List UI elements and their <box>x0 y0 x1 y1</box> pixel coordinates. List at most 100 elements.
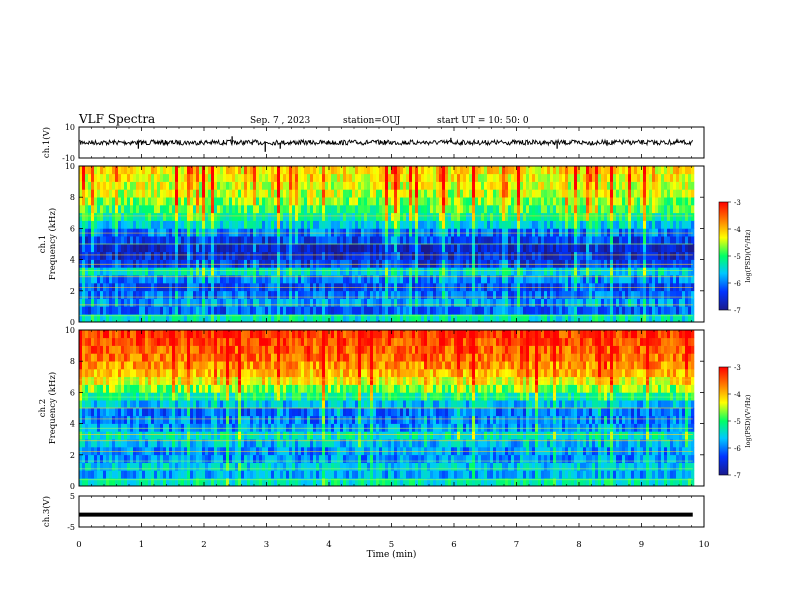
spectrogram-cell <box>673 244 677 253</box>
spectrogram-cell <box>388 189 392 198</box>
spectrogram-cell <box>289 181 293 190</box>
spectrogram-cell <box>562 290 566 299</box>
spectrogram-cell <box>160 197 164 206</box>
spectrogram-cell <box>499 181 503 190</box>
spectrogram-cell <box>364 228 368 237</box>
spectrogram-cell <box>568 251 572 260</box>
spectrogram-cell <box>526 220 530 229</box>
spectrogram-cell <box>682 478 686 487</box>
spectrogram-cell <box>508 212 512 221</box>
spectrogram-cell <box>628 283 632 292</box>
spectrogram-cell <box>367 244 371 253</box>
spectrogram-cell <box>604 306 608 315</box>
spectrogram-cell <box>382 166 386 175</box>
spectrogram-cell <box>124 478 128 487</box>
spectrogram-cell <box>406 197 410 206</box>
spectrogram-cell <box>535 275 539 284</box>
spectrogram-cell <box>409 275 413 284</box>
spectrogram-cell <box>139 478 143 487</box>
spectrogram-cell <box>316 181 320 190</box>
spectrogram-cell <box>193 181 197 190</box>
spectrogram-cell <box>391 267 395 276</box>
spectrogram-cell <box>418 228 422 237</box>
spectrogram-cell <box>82 470 86 479</box>
spectrogram-cell <box>673 181 677 190</box>
spectrogram-cell <box>685 251 689 260</box>
spectrogram-cell <box>109 236 113 245</box>
spectrogram-cell <box>460 212 464 221</box>
spectrogram-cell <box>373 205 377 214</box>
spectrogram-cell <box>481 267 485 276</box>
spectrogram-cell <box>544 314 548 323</box>
spectrogram-cell <box>406 166 410 175</box>
spectrogram-cell <box>535 212 539 221</box>
spectrogram-cell <box>526 298 530 307</box>
spectrogram-cell <box>262 478 266 487</box>
spectrogram-cell <box>532 478 536 487</box>
spectrogram-cell <box>484 166 488 175</box>
spectrogram-cell <box>151 212 155 221</box>
spectrogram-cell <box>127 220 131 229</box>
spectrogram-cell <box>664 197 668 206</box>
spectrogram-cell <box>418 212 422 221</box>
spectrogram-cell <box>406 212 410 221</box>
spectrogram-cell <box>346 314 350 323</box>
spectrogram-cell <box>235 220 239 229</box>
spectrogram-cell <box>379 166 383 175</box>
spectrogram-cell <box>529 314 533 323</box>
y-tick-label: -10 <box>62 154 75 163</box>
spectrogram-cell <box>310 205 314 214</box>
spectrogram-cell <box>499 236 503 245</box>
spectrogram-cell <box>466 205 470 214</box>
spectrogram-cell <box>148 306 152 315</box>
spectrogram-cell <box>310 275 314 284</box>
spectrogram-cell <box>604 166 608 175</box>
spectrogram-cell <box>220 236 224 245</box>
spectrogram-cell <box>352 205 356 214</box>
spectrogram-cell <box>574 189 578 198</box>
spectrogram-cell <box>277 244 281 253</box>
spectrogram-cell <box>358 181 362 190</box>
spectrogram-cell <box>670 228 674 237</box>
spectrogram-cell <box>196 181 200 190</box>
spectrogram-cell <box>412 470 416 479</box>
spectrogram-cell <box>481 166 485 175</box>
spectrogram-cell <box>364 197 368 206</box>
spectrogram-cell <box>589 478 593 487</box>
spectrogram-cell <box>400 212 404 221</box>
spectrogram-cell <box>589 236 593 245</box>
spectrogram-cell <box>262 220 266 229</box>
spectrogram-cell <box>250 283 254 292</box>
spectrogram-cell <box>610 283 614 292</box>
spectrogram-cell <box>394 251 398 260</box>
spectrogram-cell <box>97 189 101 198</box>
spectrogram-cell <box>250 181 254 190</box>
spectrogram-cell <box>145 298 149 307</box>
spectrogram-cell <box>361 197 365 206</box>
spectrogram-cell <box>637 197 641 206</box>
spectrogram-cell <box>226 314 230 323</box>
spectrogram-cell <box>274 181 278 190</box>
spectrogram-cell <box>673 290 677 299</box>
y-axis-label: ch.1(V) <box>41 127 52 158</box>
spectrogram-cell <box>361 462 365 471</box>
spectrogram-cell <box>688 306 692 315</box>
spectrogram-cell <box>334 220 338 229</box>
spectrogram-cell <box>580 251 584 260</box>
spectrogram-cell <box>541 462 545 471</box>
spectrogram-cell <box>664 283 668 292</box>
spectrogram-cell <box>619 205 623 214</box>
spectrogram-cell <box>136 181 140 190</box>
spectrogram-cell <box>502 212 506 221</box>
spectrogram-cell <box>307 212 311 221</box>
spectrogram-cell <box>262 173 266 182</box>
spectrogram-cell <box>640 462 644 471</box>
spectrogram-cell <box>535 267 539 276</box>
spectrogram-cell <box>118 267 122 276</box>
spectrogram-cell <box>520 228 524 237</box>
spectrogram-cell <box>448 236 452 245</box>
spectrogram-cell <box>691 205 695 214</box>
spectrogram-cell <box>622 470 626 479</box>
spectrogram-cell <box>112 298 116 307</box>
spectrogram-cell <box>274 298 278 307</box>
